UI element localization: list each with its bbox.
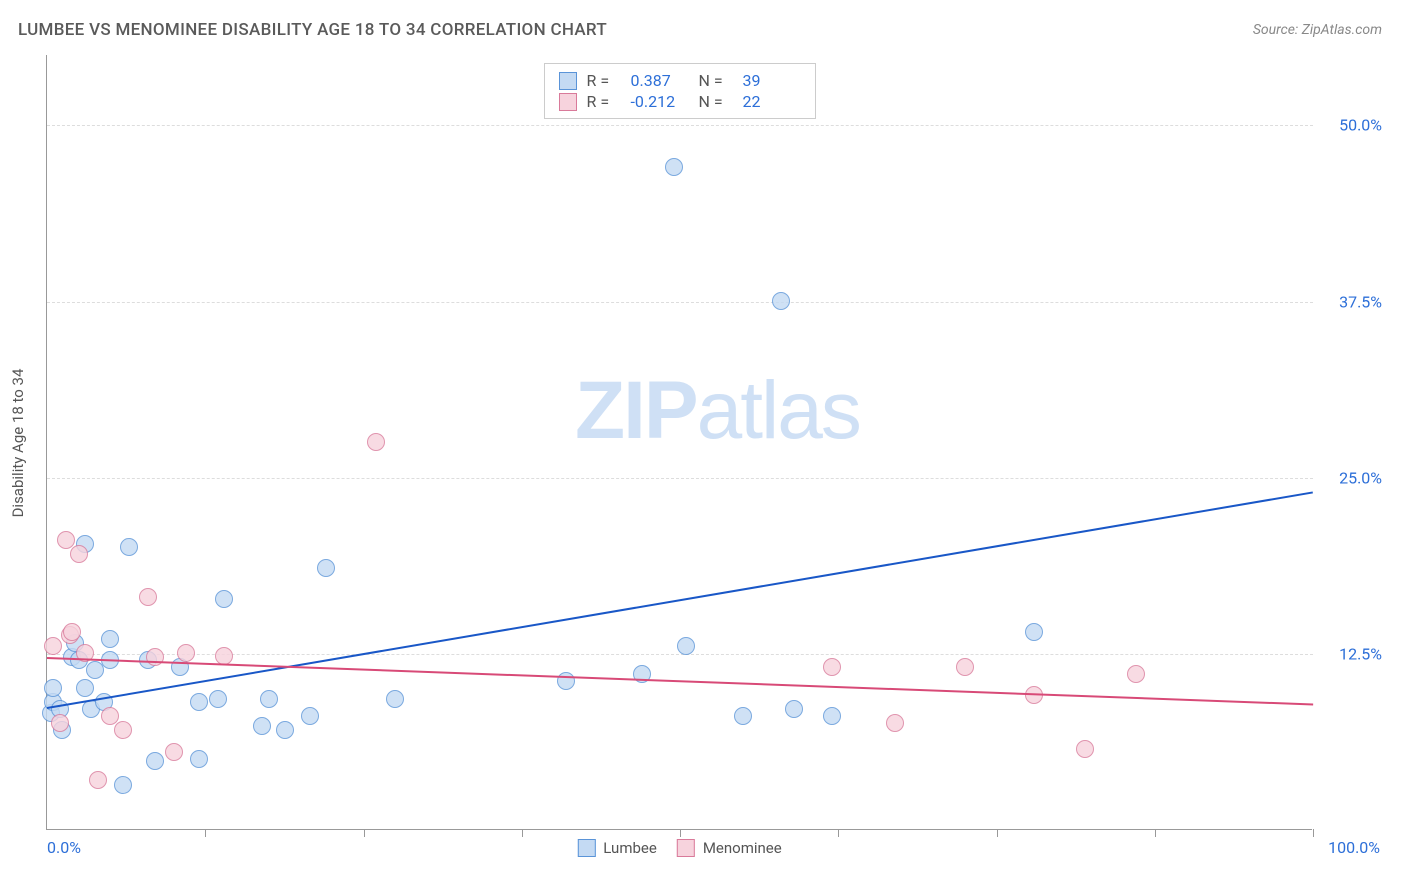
x-tick <box>522 829 523 837</box>
data-point <box>44 679 62 697</box>
data-point <box>215 647 233 665</box>
n-value: 22 <box>743 92 801 111</box>
data-point <box>665 158 683 176</box>
n-label: N = <box>699 71 733 90</box>
data-point <box>677 637 695 655</box>
data-point <box>956 658 974 676</box>
data-point <box>386 690 404 708</box>
plot-area: ZIPatlas R =0.387N =39R =-0.212N =22 0.0… <box>46 55 1312 830</box>
data-point <box>823 707 841 725</box>
x-axis-min-label: 0.0% <box>47 838 81 857</box>
data-point <box>253 717 271 735</box>
gridline <box>47 478 1313 479</box>
data-point <box>101 630 119 648</box>
data-point <box>114 721 132 739</box>
n-value: 39 <box>743 71 801 90</box>
data-point <box>886 714 904 732</box>
data-point <box>165 743 183 761</box>
legend-swatch <box>577 839 595 857</box>
data-point <box>1076 740 1094 758</box>
trend-line <box>47 657 1313 705</box>
data-point <box>63 623 81 641</box>
data-point <box>557 672 575 690</box>
legend-item: Menominee <box>677 839 782 857</box>
data-point <box>76 679 94 697</box>
r-label: R = <box>587 71 621 90</box>
series-legend: Lumbee Menominee <box>565 837 793 859</box>
data-point <box>785 700 803 718</box>
data-point <box>51 714 69 732</box>
y-tick-label: 37.5% <box>1322 292 1382 311</box>
chart-container: Disability Age 18 to 34 ZIPatlas R =0.38… <box>46 55 1386 830</box>
trend-line <box>47 492 1313 710</box>
data-point <box>114 776 132 794</box>
x-tick <box>1155 829 1156 837</box>
data-point <box>70 545 88 563</box>
source-attribution: Source: ZipAtlas.com <box>1253 22 1382 38</box>
x-tick <box>838 829 839 837</box>
x-tick <box>364 829 365 837</box>
x-tick <box>680 829 681 837</box>
data-point <box>44 637 62 655</box>
legend-swatch <box>677 839 695 857</box>
chart-title: LUMBEE VS MENOMINEE DISABILITY AGE 18 TO… <box>18 20 607 40</box>
watermark-light: atlas <box>697 365 860 456</box>
x-tick <box>1313 829 1314 837</box>
legend-item: Lumbee <box>577 839 657 857</box>
watermark: ZIPatlas <box>575 364 860 458</box>
data-point <box>215 590 233 608</box>
data-point <box>146 648 164 666</box>
y-tick-label: 50.0% <box>1322 116 1382 135</box>
y-tick-label: 12.5% <box>1322 644 1382 663</box>
data-point <box>190 693 208 711</box>
gridline <box>47 125 1313 126</box>
data-point <box>734 707 752 725</box>
stats-row: R = -0.212 N = 22 <box>559 91 801 112</box>
data-point <box>301 707 319 725</box>
data-point <box>190 750 208 768</box>
data-point <box>823 658 841 676</box>
legend-label: Lumbee <box>603 839 657 857</box>
r-value: 0.387 <box>631 71 689 90</box>
data-point <box>1127 665 1145 683</box>
x-axis-max-label: 100.0% <box>1328 838 1380 857</box>
x-tick <box>997 829 998 837</box>
stats-row: R = 0.387 N = 39 <box>559 70 801 91</box>
gridline <box>47 654 1313 655</box>
data-point <box>772 292 790 310</box>
data-point <box>89 771 107 789</box>
data-point <box>177 644 195 662</box>
data-point <box>120 538 138 556</box>
correlation-stats-box: R = 0.387 N = 39 R = -0.212 N = 22 <box>544 63 816 119</box>
x-tick <box>205 829 206 837</box>
r-value: -0.212 <box>631 92 689 111</box>
watermark-bold: ZIP <box>575 365 697 456</box>
y-tick-label: 25.0% <box>1322 468 1382 487</box>
data-point <box>139 588 157 606</box>
data-point <box>317 559 335 577</box>
series-swatch <box>559 93 577 111</box>
data-point <box>209 690 227 708</box>
gridline <box>47 302 1313 303</box>
series-swatch <box>559 72 577 90</box>
data-point <box>146 752 164 770</box>
y-axis-label: Disability Age 18 to 34 <box>9 368 27 517</box>
n-label: N = <box>699 92 733 111</box>
legend-label: Menominee <box>703 839 782 857</box>
data-point <box>1025 623 1043 641</box>
data-point <box>276 721 294 739</box>
data-point <box>367 433 385 451</box>
r-label: R = <box>587 92 621 111</box>
data-point <box>260 690 278 708</box>
